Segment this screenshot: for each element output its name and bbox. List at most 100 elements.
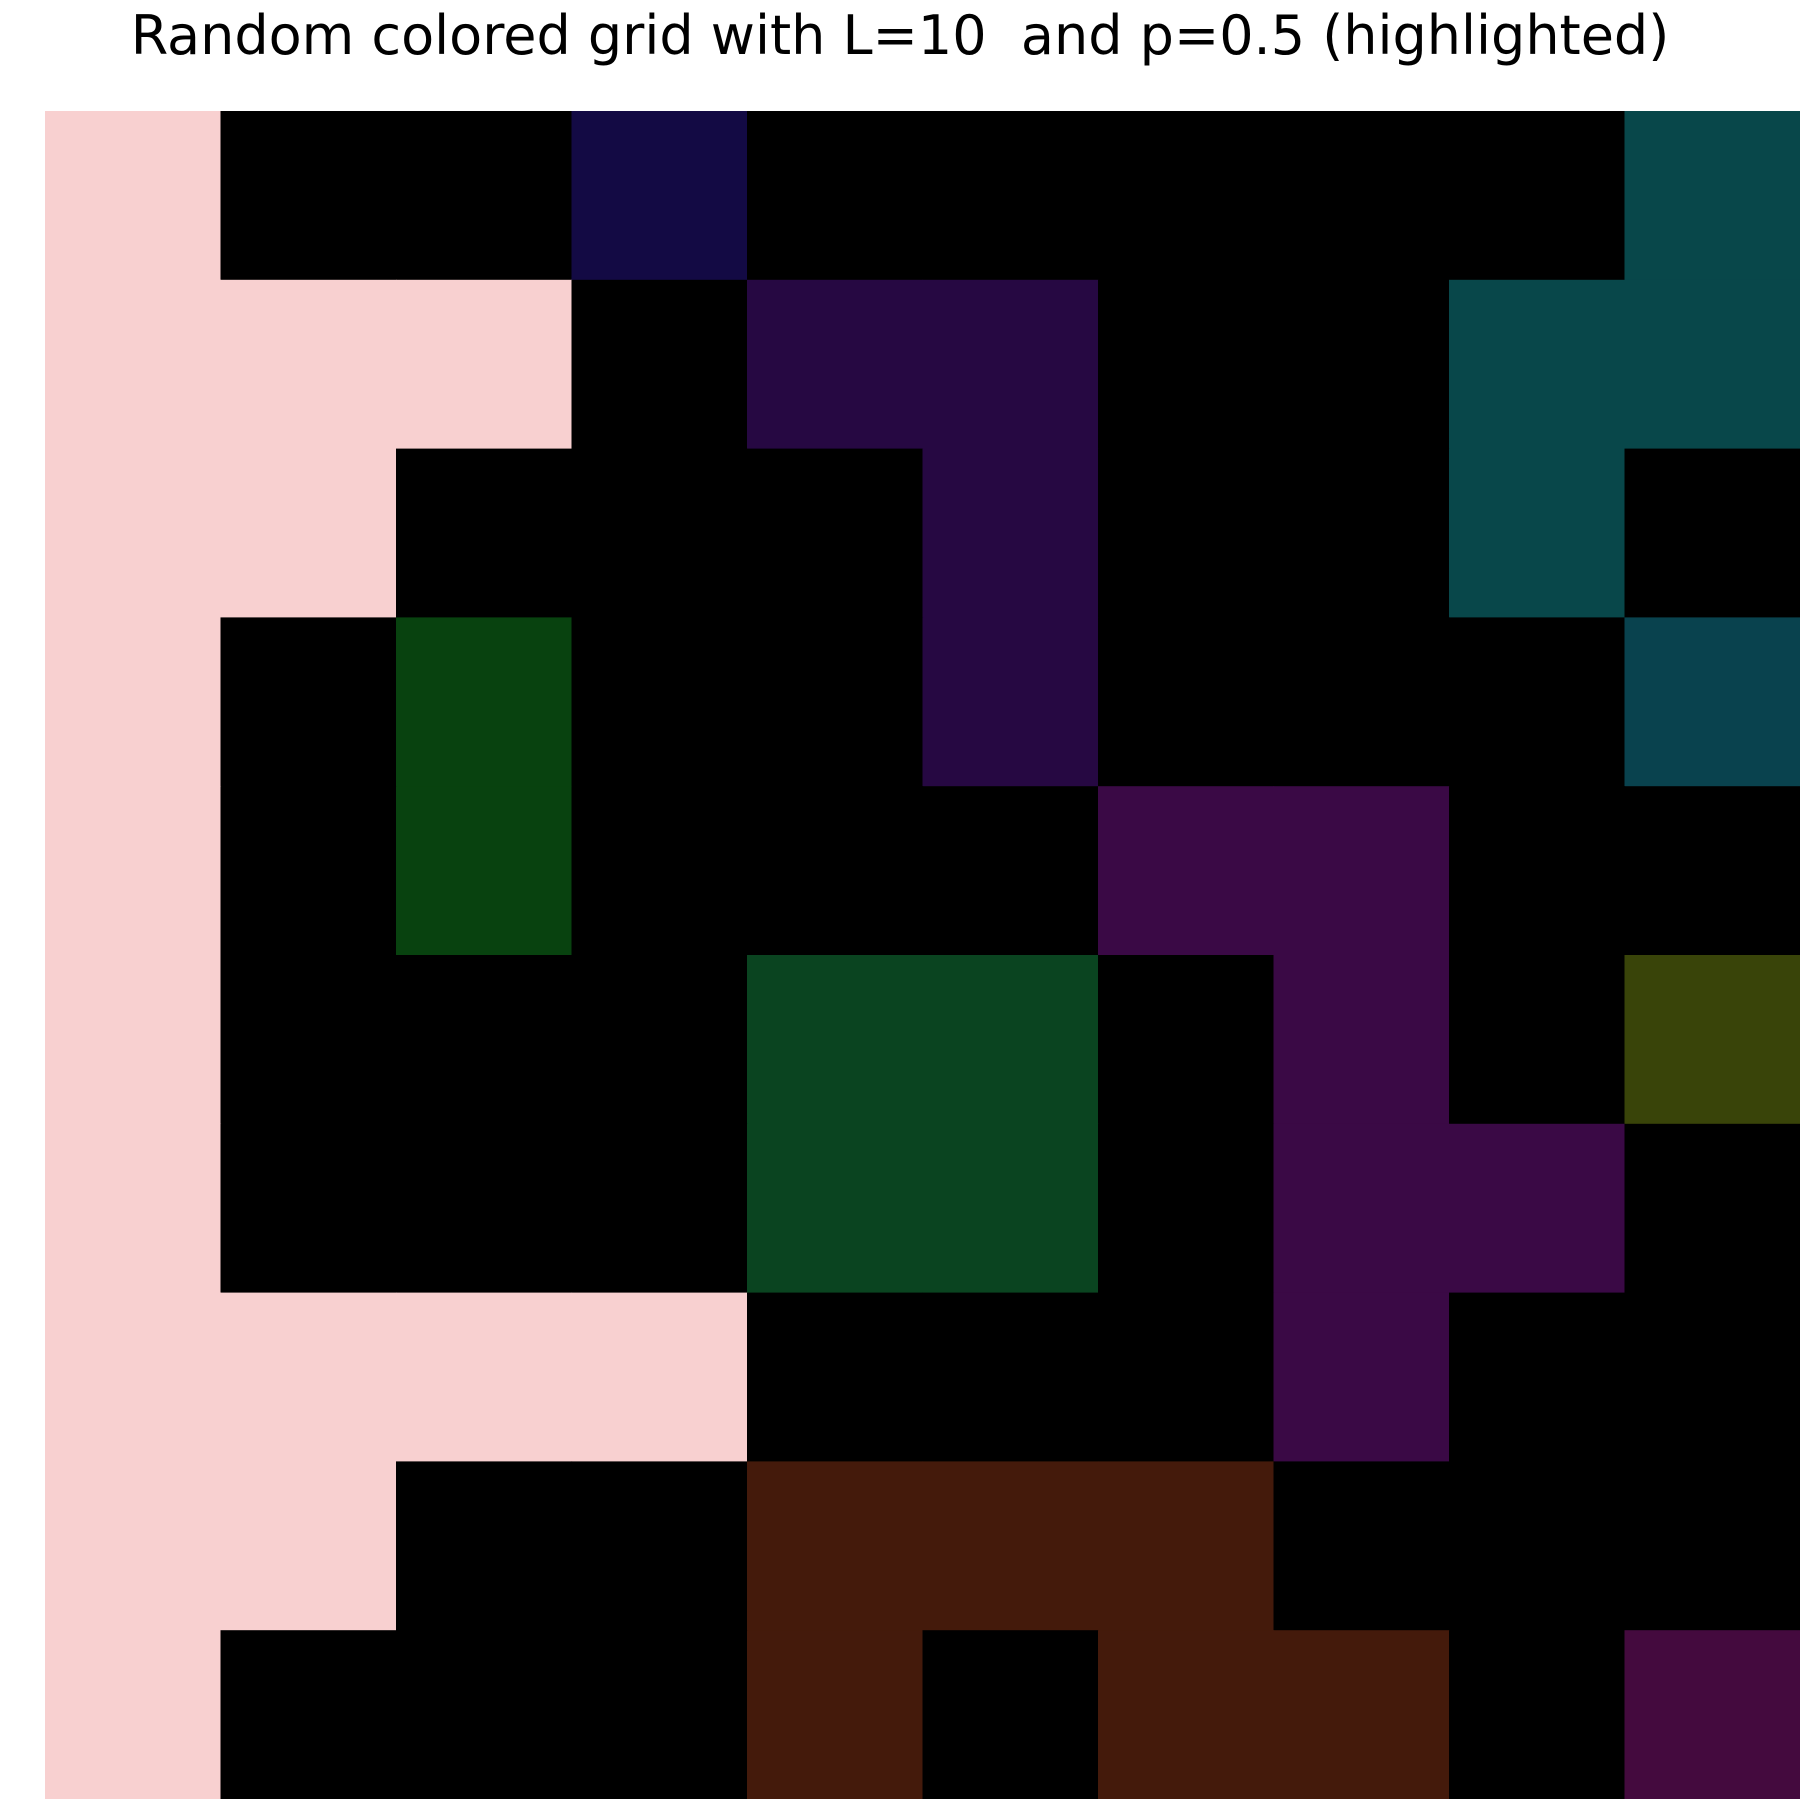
grid-cell-r0-c6 (1098, 111, 1275, 281)
grid-cell-r4-c7 (1273, 786, 1450, 956)
grid-cell-r2-c3 (571, 448, 748, 618)
grid-cell-r7-c7 (1273, 1292, 1450, 1462)
grid-cell-r0-c3 (571, 111, 748, 281)
grid-cell-r3-c4 (747, 617, 924, 787)
grid-cell-r6-c3 (571, 1123, 748, 1294)
grid-cell-r5-c7 (1273, 955, 1450, 1125)
grid-cell-r1-c0 (45, 279, 222, 450)
grid-cell-r9-c4 (747, 1630, 924, 1799)
grid-cell-r8-c4 (747, 1461, 924, 1631)
grid-cell-r9-c3 (571, 1630, 748, 1799)
grid-cell-r9-c7 (1273, 1630, 1450, 1799)
grid-cell-r2-c5 (922, 448, 1099, 618)
grid-cell-r8-c7 (1273, 1461, 1450, 1631)
grid-cell-r1-c3 (571, 279, 748, 450)
grid-cell-r3-c2 (396, 617, 573, 787)
grid-cell-r5-c1 (220, 955, 397, 1125)
grid-cell-r4-c9 (1624, 786, 1800, 956)
grid-cell-r9-c6 (1098, 1630, 1275, 1799)
grid-cell-r0-c9 (1624, 111, 1800, 281)
grid-cell-r2-c9 (1624, 448, 1800, 618)
grid-cell-r4-c0 (45, 786, 222, 956)
grid-cell-r1-c8 (1449, 279, 1626, 450)
grid-cell-r9-c2 (396, 1630, 573, 1799)
grid-cell-r0-c1 (220, 111, 397, 281)
grid-cell-r8-c2 (396, 1461, 573, 1631)
grid-cell-r2-c1 (220, 448, 397, 618)
grid-cell-r1-c7 (1273, 279, 1450, 450)
grid-cell-r9-c1 (220, 1630, 397, 1799)
grid-cell-r5-c9 (1624, 955, 1800, 1125)
grid-cell-r8-c6 (1098, 1461, 1275, 1631)
grid-cell-r1-c2 (396, 279, 573, 450)
grid-cell-r5-c2 (396, 955, 573, 1125)
grid-cell-r1-c4 (747, 279, 924, 450)
grid-cell-r6-c9 (1624, 1123, 1800, 1294)
grid-cell-r0-c8 (1449, 111, 1626, 281)
grid-cell-r5-c0 (45, 955, 222, 1125)
grid-cell-r5-c4 (747, 955, 924, 1125)
grid-cell-r2-c0 (45, 448, 222, 618)
grid-cell-r0-c2 (396, 111, 573, 281)
grid-cell-r4-c4 (747, 786, 924, 956)
grid-cell-r8-c5 (922, 1461, 1099, 1631)
grid-cell-r5-c3 (571, 955, 748, 1125)
grid-cell-r3-c0 (45, 617, 222, 787)
grid-cell-r8-c3 (571, 1461, 748, 1631)
grid-cell-r0-c5 (922, 111, 1099, 281)
grid-cell-r1-c5 (922, 279, 1099, 450)
grid-cell-r9-c5 (922, 1630, 1099, 1799)
grid-cell-r6-c6 (1098, 1123, 1275, 1294)
grid-cell-r2-c8 (1449, 448, 1626, 618)
grid-cell-r7-c9 (1624, 1292, 1800, 1462)
grid-cell-r3-c9 (1624, 617, 1800, 787)
grid-cell-r1-c9 (1624, 279, 1800, 450)
grid-cell-r6-c7 (1273, 1123, 1450, 1294)
grid-cell-r6-c5 (922, 1123, 1099, 1294)
grid-cell-r4-c2 (396, 786, 573, 956)
grid-cell-r2-c2 (396, 448, 573, 618)
grid-cell-r5-c5 (922, 955, 1099, 1125)
grid-cell-r3-c1 (220, 617, 397, 787)
grid-cell-r0-c7 (1273, 111, 1450, 281)
grid-cell-r9-c9 (1624, 1630, 1800, 1799)
grid-cell-r8-c1 (220, 1461, 397, 1631)
grid-cell-r8-c8 (1449, 1461, 1626, 1631)
grid-cell-r7-c4 (747, 1292, 924, 1462)
grid-cell-r9-c8 (1449, 1630, 1626, 1799)
grid-cell-r6-c4 (747, 1123, 924, 1294)
grid-cell-r7-c0 (45, 1292, 222, 1462)
grid-cell-r7-c8 (1449, 1292, 1626, 1462)
grid-cell-r1-c6 (1098, 279, 1275, 450)
grid-cell-r0-c4 (747, 111, 924, 281)
grid-cell-r5-c6 (1098, 955, 1275, 1125)
grid-cell-r3-c8 (1449, 617, 1626, 787)
grid-cell-r7-c3 (571, 1292, 748, 1462)
grid-cell-r3-c6 (1098, 617, 1275, 787)
grid-cell-r6-c1 (220, 1123, 397, 1294)
grid-cell-r2-c6 (1098, 448, 1275, 618)
grid-cell-r6-c2 (396, 1123, 573, 1294)
grid-cell-r7-c6 (1098, 1292, 1275, 1462)
grid-cell-r4-c5 (922, 786, 1099, 956)
grid-cell-r4-c6 (1098, 786, 1275, 956)
grid-cell-r4-c8 (1449, 786, 1626, 956)
grid-cell-r7-c2 (396, 1292, 573, 1462)
grid-cell-r6-c0 (45, 1123, 222, 1294)
grid-cell-r9-c0 (45, 1630, 222, 1799)
chart-title: Random colored grid with L=10 and p=0.5 … (130, 4, 1670, 67)
grid-cell-r3-c5 (922, 617, 1099, 787)
grid-cell-r6-c8 (1449, 1123, 1626, 1294)
grid-cell-r8-c9 (1624, 1461, 1800, 1631)
grid-cell-r4-c1 (220, 786, 397, 956)
grid-cell-r7-c5 (922, 1292, 1099, 1462)
grid-cell-r3-c3 (571, 617, 748, 787)
grid-cell-r5-c8 (1449, 955, 1626, 1125)
grid-cell-r3-c7 (1273, 617, 1450, 787)
grid-cell-r8-c0 (45, 1461, 222, 1631)
grid-cell-r7-c1 (220, 1292, 397, 1462)
grid-cell-r2-c7 (1273, 448, 1450, 618)
grid-cell-r2-c4 (747, 448, 924, 618)
grid-cell-r0-c0 (45, 111, 222, 281)
grid-cell-r4-c3 (571, 786, 748, 956)
